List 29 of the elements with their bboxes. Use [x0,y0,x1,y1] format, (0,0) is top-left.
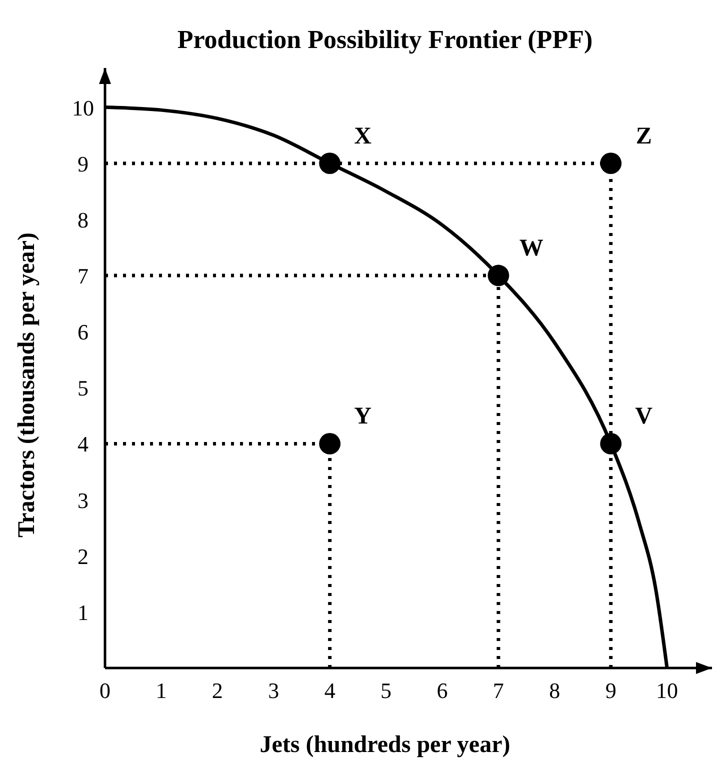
x-tick-label: 6 [436,678,448,703]
y-tick-label: 10 [72,95,94,120]
y-tick-label: 4 [78,432,88,457]
x-tick-label: 10 [656,678,678,703]
x-tick-label: 3 [268,678,280,703]
y-axis-title: Tractors (thousands per year) [14,232,40,538]
chart-title: Production Possibility Frontier (PPF) [177,25,593,54]
x-axis-title: Jets (hundreds per year) [260,732,510,758]
y-tick-label: 6 [78,320,88,345]
y-tick-label: 7 [78,263,88,288]
annotation: W [519,235,544,262]
annotation: V [635,404,654,430]
y-tick-label: 5 [78,376,88,401]
annotation: X [354,123,372,150]
annotation: Z [636,123,652,150]
y-tick-label: 1 [78,600,88,625]
x-tick-label: 0 [100,678,110,703]
x-tick-label: 2 [212,678,223,703]
x-tick-label: 4 [324,678,336,703]
y-tick-label: 8 [78,207,88,232]
annotation: Y [354,404,372,430]
y-tick-label: 3 [78,488,88,513]
x-tick-label: 7 [492,678,504,703]
x-tick-label: 9 [605,678,616,703]
y-tick-label: 2 [78,544,88,569]
x-tick-label: 1 [156,678,167,703]
x-tick-label: 5 [380,678,392,703]
y-tick-label: 9 [78,151,88,176]
x-tick-label: 8 [549,678,560,703]
